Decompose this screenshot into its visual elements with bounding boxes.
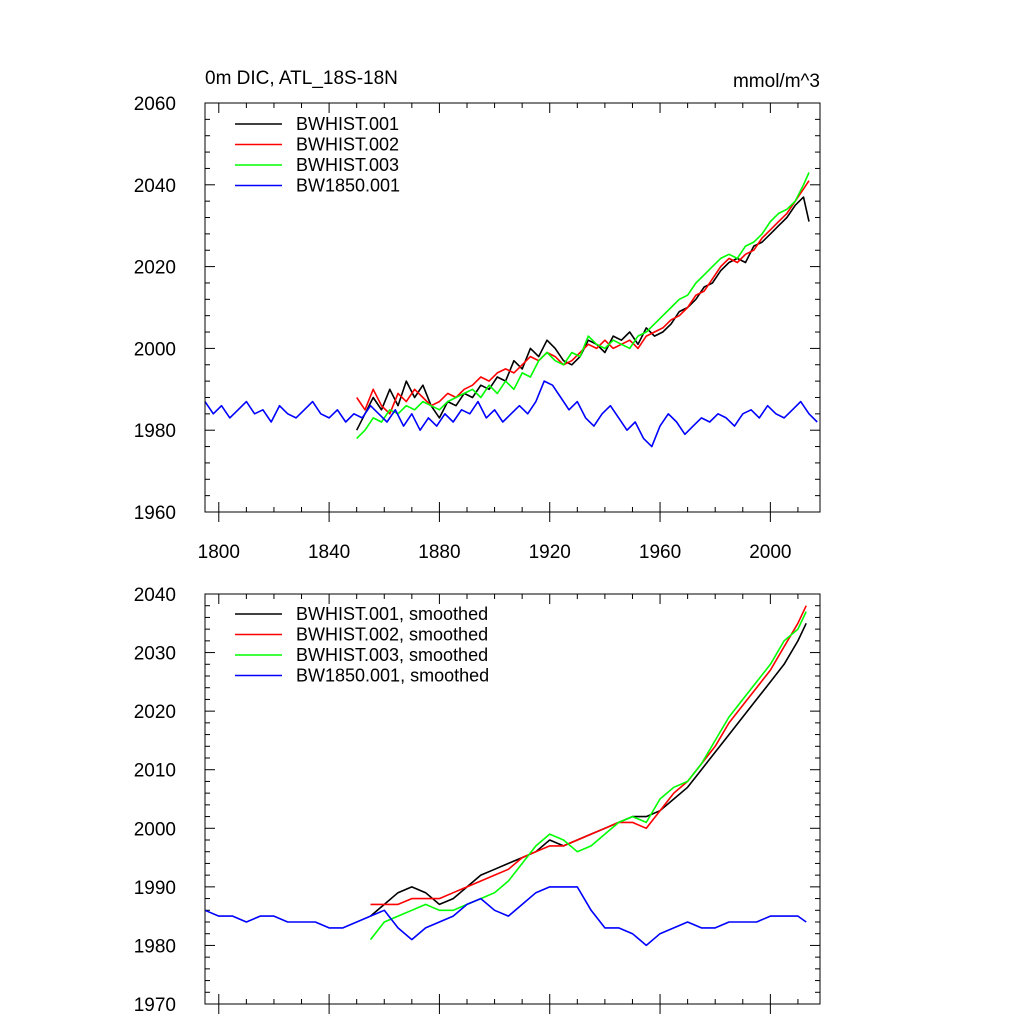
top-xtick-label: 1800 (198, 542, 240, 563)
top-xtick-label: 1880 (418, 542, 460, 563)
top-ytick-label: 1980 (134, 421, 176, 442)
bottom-ytick-label: 2020 (134, 702, 176, 723)
top-xtick-label: 1840 (308, 542, 350, 563)
top-chart-title: 0m DIC, ATL_18S-18N (205, 68, 398, 89)
bottom-ytick-label: 2000 (134, 819, 176, 840)
bottom-ytick-label: 2030 (134, 644, 176, 665)
top-series-line-2 (356, 180, 810, 415)
top-series-line-4 (204, 380, 818, 448)
top-legend-label-1: BWHIST.001 (296, 114, 399, 134)
top-plot-frame (204, 102, 821, 513)
top-ytick-label: 2020 (134, 258, 176, 279)
bottom-legend-label-4: BW1850.001, smoothed (296, 666, 489, 686)
bottom-series-line-3 (369, 611, 807, 941)
bottom-ytick-label: 2040 (134, 585, 176, 606)
top-series-line-1 (355, 196, 810, 431)
bottom-series-line-2 (370, 605, 807, 906)
bottom-ytick-label: 2010 (134, 761, 176, 782)
top-xtick-label: 2000 (749, 542, 791, 563)
bottom-plot-frame (204, 593, 821, 1005)
top-series-line-3 (356, 172, 810, 439)
bottom-ytick-label: 1970 (134, 995, 176, 1016)
top-ytick-label: 2040 (134, 176, 176, 197)
top-chart-units: mmol/m^3 (733, 71, 820, 92)
bottom-legend-label-2: BWHIST.002, smoothed (296, 625, 488, 645)
top-xtick-label: 1920 (529, 542, 571, 563)
top-legend-label-4: BW1850.001 (296, 176, 400, 196)
top-ytick-label: 2000 (134, 339, 176, 360)
top-chart-panel: 0m DIC, ATL_18S-18N mmol/m^3 1960 1980 200… (134, 68, 821, 563)
bottom-ytick-label: 1990 (134, 878, 176, 899)
bottom-ytick-label: 1980 (134, 936, 176, 957)
top-legend-label-3: BWHIST.003 (296, 155, 399, 175)
top-ytick-label: 1960 (134, 503, 176, 524)
top-xtick-label: 1960 (639, 542, 681, 563)
bottom-series-line-4 (204, 886, 807, 947)
top-legend-label-2: BWHIST.002 (296, 135, 399, 155)
bottom-legend-label-3: BWHIST.003, smoothed (296, 645, 488, 665)
bottom-legend-label-1: BWHIST.001, smoothed (296, 604, 488, 624)
bottom-chart-panel: 1970 1980 1990 2000 2010 2020 2030 2040 BWHIST.… (134, 585, 821, 1016)
top-ytick-label: 2060 (134, 94, 176, 115)
